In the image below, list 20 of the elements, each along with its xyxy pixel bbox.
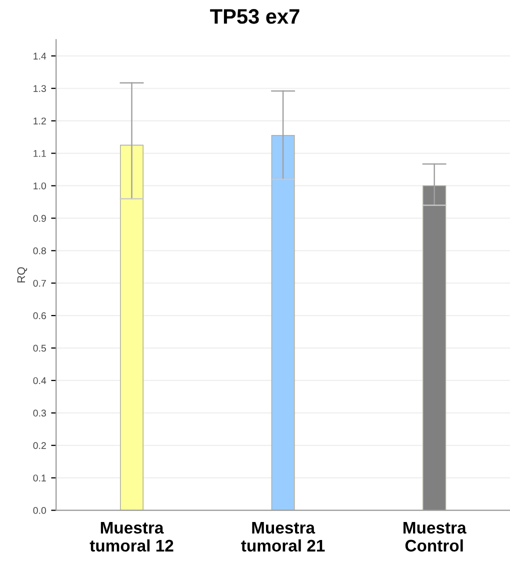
y-tick-label: 0.4: [33, 377, 46, 384]
y-tick-label: 1.4: [34, 52, 46, 60]
x-tick-label: Muestra tumoral 21: [241, 522, 325, 552]
y-tick-label: 1.3: [34, 85, 46, 92]
y-tick-label: 1.1: [34, 150, 46, 157]
y-tick-label: 0.0: [33, 507, 46, 514]
chart-title: TP53 ex7: [210, 9, 300, 24]
x-tick-label: Muestra Control: [404, 522, 466, 552]
x-tick-label: Muestra tumoral 12: [90, 522, 174, 552]
y-tick-label: 0.7: [33, 280, 46, 287]
y-tick-label: 0.5: [33, 344, 46, 352]
y-tick-label: 0.9: [33, 214, 46, 222]
y-tick-label: 1.0: [34, 182, 46, 190]
y-tick-label: 0.8: [33, 247, 46, 254]
y-tick-label: 0.1: [33, 474, 46, 482]
y-tick-label: 0.2: [33, 442, 46, 450]
y-tick-label: 0.6: [33, 312, 46, 320]
y-tick-label: 0.3: [33, 410, 46, 417]
y-tick-label: 1.2: [34, 118, 46, 124]
y-axis-title: RQ: [17, 267, 28, 282]
